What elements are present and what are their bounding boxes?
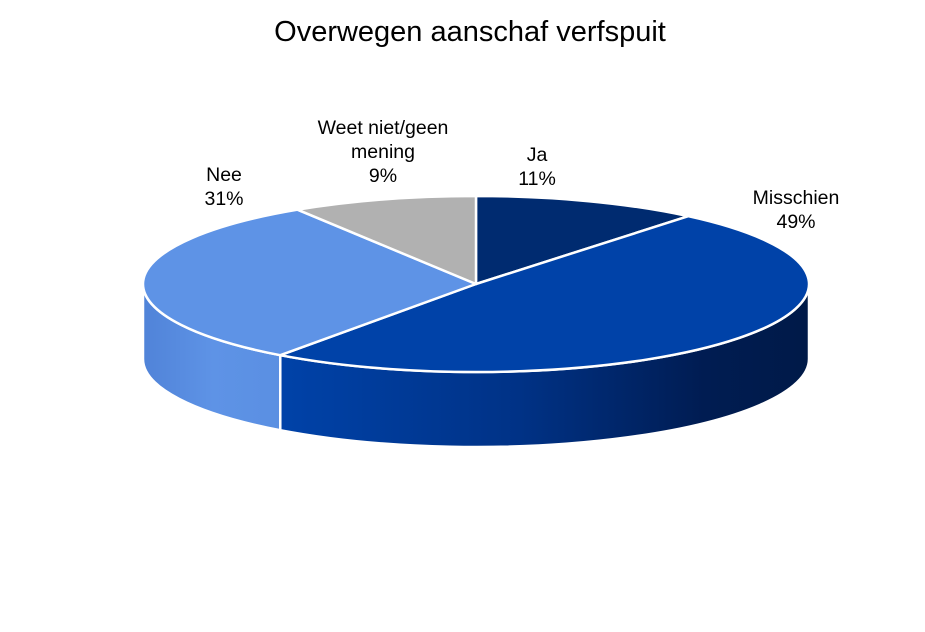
label-weet-niet-line1: Weet niet/geen [317, 117, 449, 139]
label-nee-percent: 31% [204, 188, 244, 210]
slice-ja [474, 194, 690, 286]
label-misschien: Misschien 49% [753, 186, 840, 234]
pie-3d [141, 194, 811, 449]
label-weet-niet-percent: 9% [368, 165, 398, 187]
label-weet-niet-line2: mening [351, 141, 415, 163]
label-weet-niet: Weet niet/geen mening 9% [318, 116, 449, 188]
slice-misschien [279, 214, 811, 374]
chart-title: Overwegen aanschaf verfspuit [274, 16, 666, 48]
slice-nee [141, 208, 478, 357]
label-nee: Nee 31% [204, 163, 243, 211]
label-ja-percent: 11% [518, 168, 556, 190]
label-misschien-percent: 49% [776, 211, 816, 233]
label-misschien-name: Misschien [752, 187, 840, 209]
label-ja: Ja 11% [518, 143, 556, 191]
label-ja-name: Ja [526, 144, 548, 166]
slice-weet [296, 194, 478, 286]
label-nee-name: Nee [206, 164, 242, 186]
